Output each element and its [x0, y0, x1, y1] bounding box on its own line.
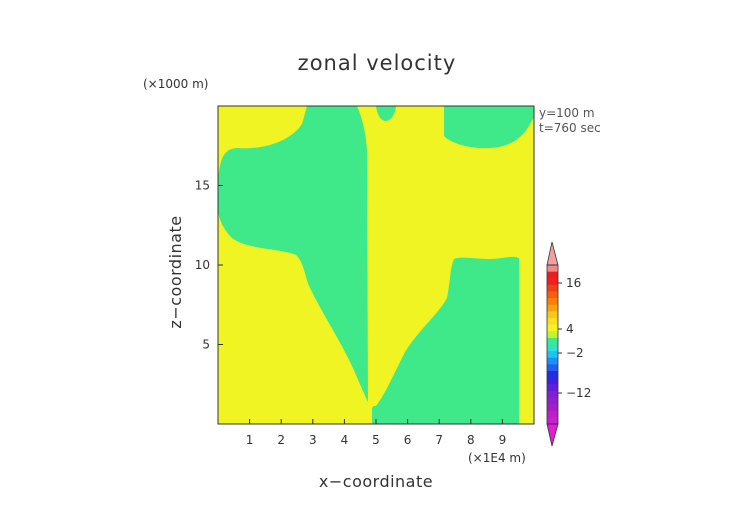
- negative-region-left-column: [218, 106, 368, 402]
- x-tick-label: 2: [277, 433, 285, 447]
- colorbar-frame: [546, 264, 559, 425]
- negative-region-lower-right: [376, 256, 519, 424]
- colorbar-bottom-arrow: [546, 423, 559, 447]
- x-axis-label: x−coordinate: [319, 472, 433, 491]
- colorbar-segment: [547, 384, 558, 392]
- plot-area: 1 2 3 4 5 6 7 8 9 5 10 15: [195, 105, 535, 447]
- x-axis-unit: (×1E4 m): [468, 451, 526, 465]
- colorbar-segment: [547, 371, 558, 379]
- colorbar-segment: [547, 344, 558, 352]
- colorbar-segment: [547, 271, 558, 279]
- colorbar-segment: [547, 357, 558, 365]
- colorbar-segment: [547, 304, 558, 312]
- colorbar-segment: [547, 278, 558, 286]
- colorbar-segment: [547, 324, 558, 332]
- colorbar-segment: [547, 410, 558, 418]
- colorbar-tick-label: −2: [566, 346, 584, 360]
- negative-region-bottom-center: [372, 406, 376, 424]
- x-tick-label: 3: [309, 433, 317, 447]
- x-tick-label: 1: [246, 433, 254, 447]
- colorbar-segment: [547, 291, 558, 299]
- colorbar-segment: [547, 265, 558, 273]
- x-tick-label: 4: [341, 433, 349, 447]
- y-axis-ticks: 5 10 15: [195, 179, 223, 352]
- colorbar-segment: [547, 351, 558, 359]
- x-tick-label: 7: [435, 433, 443, 447]
- colorbar-tick-label: 16: [566, 276, 581, 290]
- x-tick-label: 9: [499, 433, 507, 447]
- colorbar-segment: [547, 318, 558, 326]
- x-tick-label: 5: [372, 433, 380, 447]
- colorbar-segments: [547, 265, 558, 425]
- negative-region-top-center: [376, 106, 396, 121]
- x-axis-ticks: 1 2 3 4 5 6 7 8 9: [246, 419, 506, 447]
- info-line-t: t=760 sec: [539, 121, 601, 135]
- negative-region-top-right: [444, 106, 534, 149]
- colorbar-top-arrow: [546, 241, 559, 266]
- colorbar-tick-label: −12: [566, 386, 591, 400]
- colorbar-tick-label: 4: [566, 322, 574, 336]
- y-axis-unit: (×1000 m): [143, 77, 208, 91]
- y-tick-label: 10: [195, 258, 210, 272]
- colorbar-segment: [547, 298, 558, 306]
- x-tick-label: 8: [467, 433, 475, 447]
- colorbar-segment: [547, 390, 558, 398]
- colorbar-segment: [547, 284, 558, 292]
- colorbar: 16 4 −2 −12: [546, 241, 591, 447]
- chart-title: zonal velocity: [298, 51, 457, 75]
- y-tick-label: 15: [195, 179, 210, 193]
- colorbar-segment: [547, 337, 558, 345]
- info-line-y: y=100 m: [539, 106, 595, 120]
- colorbar-segment: [547, 377, 558, 385]
- colorbar-segment: [547, 417, 558, 425]
- colorbar-segment: [547, 331, 558, 339]
- colorbar-segment: [547, 404, 558, 412]
- colorbar-segment: [547, 364, 558, 372]
- y-tick-label: 5: [202, 338, 210, 352]
- y-axis-label: z−coordinate: [166, 215, 185, 328]
- colorbar-segment: [547, 311, 558, 319]
- x-tick-label: 6: [404, 433, 412, 447]
- colorbar-segment: [547, 397, 558, 405]
